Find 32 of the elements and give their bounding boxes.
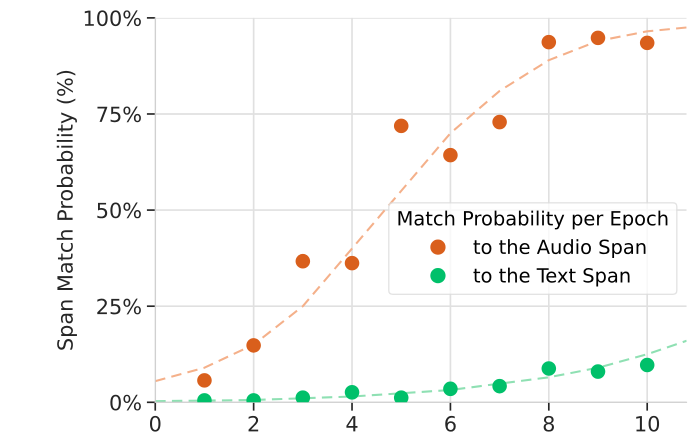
y-tick-label: 100% — [84, 10, 141, 26]
point — [197, 373, 212, 388]
y-axis-title: Span Match Probability (%) — [56, 70, 77, 350]
legend-label: to the Text Span — [473, 268, 630, 286]
x-tick-label: 10 — [636, 416, 660, 432]
y-tick-label: 75% — [97, 106, 141, 122]
x-tick-label: 8 — [544, 416, 554, 432]
point — [296, 254, 310, 268]
point — [246, 338, 261, 353]
point — [542, 361, 556, 376]
point — [443, 382, 458, 396]
point — [640, 36, 654, 50]
point — [590, 364, 606, 379]
y-tick-label: 0% — [110, 394, 141, 411]
point — [443, 148, 458, 162]
x-tick-label: 4 — [346, 416, 358, 432]
point — [640, 358, 654, 372]
point — [394, 118, 409, 134]
point — [492, 114, 507, 130]
legend-label: to the Audio Span — [473, 239, 646, 258]
point — [344, 256, 360, 270]
x-tick-label: 0 — [150, 416, 160, 432]
point — [542, 34, 556, 50]
point — [590, 30, 606, 46]
point — [344, 385, 360, 400]
legend-title: Match Probability per Epoch — [398, 210, 668, 230]
point — [492, 378, 507, 394]
x-tick-label: 6 — [445, 416, 456, 432]
y-tick-label: 50% — [97, 202, 141, 218]
line-series — [155, 26, 687, 382]
x-tick-label: 2 — [248, 416, 258, 432]
y-tick-label: 25% — [97, 298, 141, 314]
